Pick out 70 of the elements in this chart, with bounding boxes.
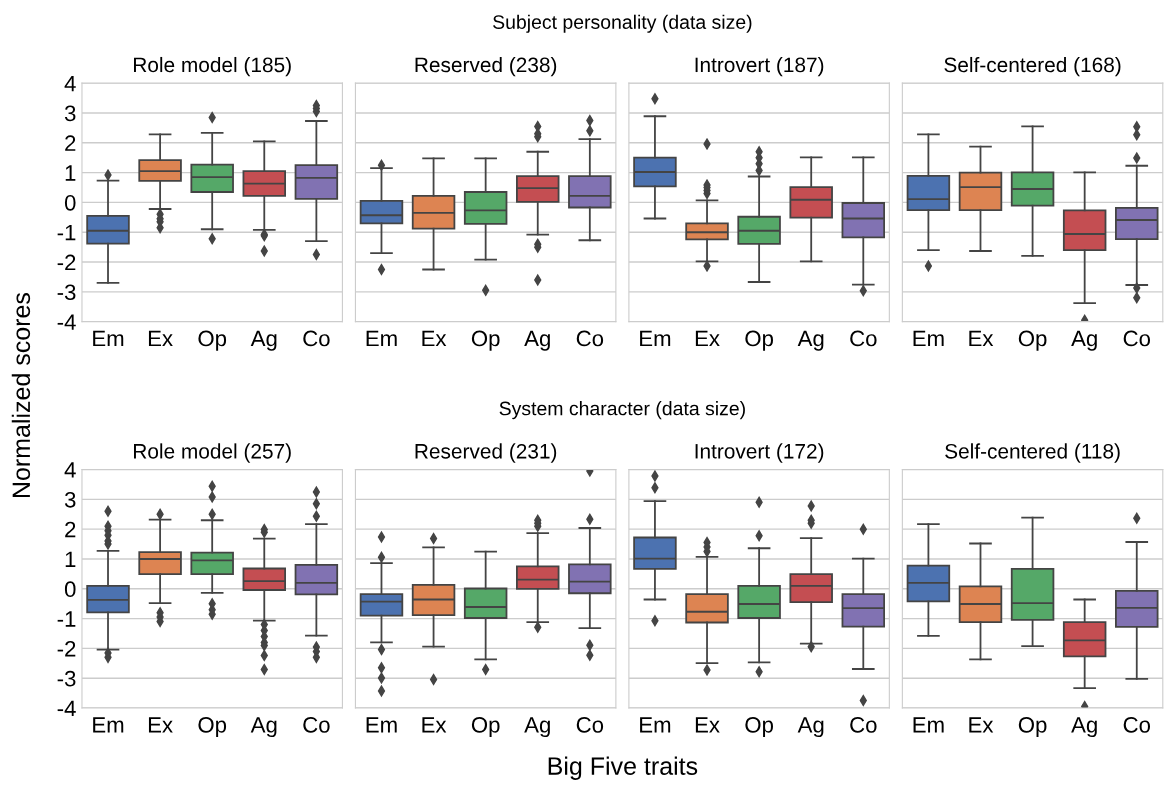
y-tick-label: 2 bbox=[65, 135, 76, 151]
x-tick-label: Em bbox=[913, 717, 944, 733]
chart-title: Introvert (172) bbox=[695, 443, 824, 463]
chart-title: Introvert (187) bbox=[695, 56, 824, 77]
y-tick-label: -1 bbox=[57, 224, 76, 241]
x-tick-label: Ag bbox=[797, 717, 824, 738]
x-tick-label: Co bbox=[850, 716, 877, 733]
x-tick-label: Ag bbox=[797, 330, 824, 351]
chart-title: Reserved (238) bbox=[415, 56, 557, 77]
y-tick-label: 2 bbox=[65, 521, 76, 538]
x-tick-label: Co bbox=[1123, 330, 1151, 347]
text: Big Five traits bbox=[548, 756, 698, 780]
x-tick-label: Co bbox=[303, 330, 330, 347]
y-tick-label: 4 bbox=[64, 462, 76, 478]
x-tick-label: Co bbox=[850, 330, 877, 347]
y-axis-title: Normalized scores bbox=[11, 293, 31, 498]
x-tick-label: Co bbox=[1123, 716, 1151, 733]
x-tick-label: Ex bbox=[422, 330, 447, 347]
x-tick-label: Ex bbox=[695, 717, 720, 733]
x-tick-label: Ag bbox=[524, 717, 550, 738]
text: System character (data size) bbox=[499, 401, 745, 420]
y-tick-label: -4 bbox=[57, 314, 76, 330]
y-tick-label: -3 bbox=[57, 670, 76, 687]
y-tick-label: 0 bbox=[64, 194, 76, 211]
x-tick-label: Ex bbox=[148, 717, 173, 733]
y-tick-label: 1 bbox=[65, 165, 76, 181]
y-tick-label: 3 bbox=[64, 105, 76, 122]
x-tick-label: Op bbox=[198, 330, 227, 351]
y-tick-label: -4 bbox=[57, 700, 76, 717]
x-tick-label: Op bbox=[471, 330, 500, 351]
x-tick-label: Em bbox=[640, 717, 671, 733]
x-tick-label: Ex bbox=[969, 717, 994, 733]
x-tick-label: Op bbox=[745, 716, 774, 738]
x-tick-label: Ag bbox=[524, 330, 550, 351]
chart-title: Role model (257) bbox=[134, 443, 291, 463]
y-tick-label: 1 bbox=[65, 551, 76, 568]
x-tick-label: Ex bbox=[422, 717, 447, 733]
x-tick-label: Op bbox=[745, 330, 774, 351]
x-tick-label: Ex bbox=[969, 330, 994, 347]
x-tick-label: Em bbox=[93, 717, 124, 733]
y-tick-label: -2 bbox=[57, 640, 76, 657]
x-tick-label: Ex bbox=[695, 330, 720, 347]
x-tick-label: Op bbox=[471, 716, 500, 738]
x-tick-label: Em bbox=[640, 330, 671, 347]
text: Subject personality (data size) bbox=[493, 14, 752, 33]
x-tick-label: Co bbox=[576, 330, 604, 347]
y-tick-label: -3 bbox=[57, 284, 76, 301]
x-tick-label: Ag bbox=[1071, 330, 1097, 351]
x-tick-label: Ex bbox=[148, 330, 173, 347]
x-tick-label: Op bbox=[1018, 330, 1047, 351]
chart-title: Reserved (231) bbox=[415, 443, 557, 463]
x-tick-label: Em bbox=[366, 717, 397, 733]
y-tick-label: -2 bbox=[57, 254, 76, 271]
x-tick-label: Em bbox=[366, 330, 397, 347]
x-tick-label: Ag bbox=[250, 330, 277, 351]
x-tick-label: Ag bbox=[1071, 717, 1097, 738]
x-tick-label: Co bbox=[576, 716, 604, 733]
x-tick-label: Op bbox=[198, 716, 227, 738]
chart-title: Role model (185) bbox=[134, 56, 291, 77]
x-tick-label: Op bbox=[1018, 716, 1047, 738]
chart-title: Self-centered (118) bbox=[945, 443, 1120, 463]
x-tick-label: Co bbox=[303, 716, 330, 733]
x-tick-label: Em bbox=[93, 330, 124, 347]
x-tick-label: Ag bbox=[250, 717, 277, 738]
x-tick-label: Em bbox=[913, 330, 944, 347]
y-tick-label: -1 bbox=[57, 611, 76, 627]
y-tick-label: 0 bbox=[64, 581, 76, 598]
y-tick-label: 3 bbox=[64, 491, 76, 508]
y-tick-label: 4 bbox=[64, 75, 76, 92]
chart-title: Self-centered (168) bbox=[944, 56, 1121, 77]
